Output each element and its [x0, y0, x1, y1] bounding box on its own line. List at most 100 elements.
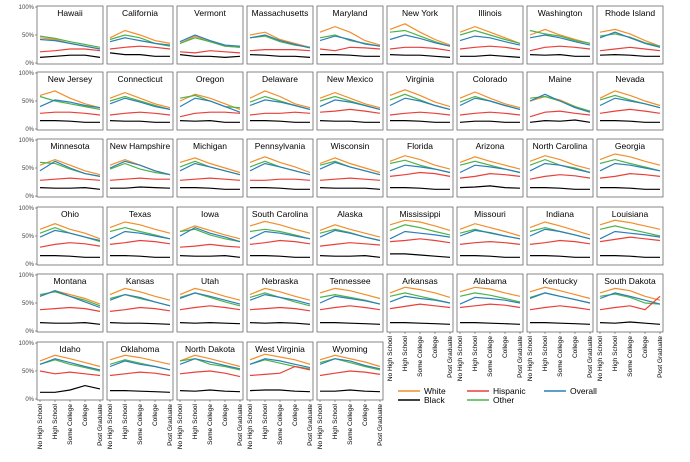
- series-line-hispanic: [249, 239, 311, 245]
- panel-title: Pennsylvania: [255, 141, 306, 151]
- series-line-overall: [599, 162, 661, 172]
- series-line-hispanic: [529, 174, 591, 180]
- series-line-other: [39, 359, 101, 372]
- series-line-black: [109, 322, 171, 325]
- series-line-overall: [459, 164, 521, 174]
- series-line-hispanic: [249, 306, 311, 312]
- series-line-hispanic: [179, 111, 241, 118]
- panel-title: New Hampshire: [110, 141, 171, 151]
- series-line-hispanic: [459, 111, 521, 116]
- panel-maryland: Maryland: [316, 5, 384, 65]
- panel-title: Wyoming: [332, 344, 368, 354]
- series-line-white: [39, 90, 101, 109]
- series-line-black: [460, 54, 521, 58]
- x-tick-label: Post Graduate: [517, 336, 524, 378]
- x-tick-label: No High School: [107, 403, 114, 449]
- x-tick-label: No High School: [317, 403, 324, 449]
- panel-south-dakota: South Dakota: [596, 273, 664, 333]
- panel-frame: [316, 206, 384, 266]
- y-tick-label: 0%: [25, 329, 34, 335]
- series-line-black: [459, 185, 521, 189]
- panel-title: Tennessee: [329, 276, 370, 286]
- series-line-hispanic: [179, 305, 241, 311]
- series-line-hispanic: [249, 49, 311, 52]
- series-line-white: [459, 91, 521, 109]
- series-line-overall: [249, 358, 311, 369]
- y-tick-label: 50%: [22, 369, 35, 375]
- series-line-black: [250, 120, 310, 123]
- x-tick-label: Some College: [417, 336, 424, 377]
- series-line-hispanic: [319, 242, 381, 247]
- x-tick-label: High School: [122, 403, 129, 439]
- series-line-hispanic: [179, 370, 241, 378]
- series-line-black: [249, 321, 311, 325]
- panel-missouri: Missouri: [456, 206, 524, 266]
- panel-title: Missouri: [474, 209, 506, 219]
- series-line-black: [460, 322, 521, 325]
- series-line-white: [529, 28, 591, 44]
- x-tick-label: Post Graduate: [377, 404, 384, 446]
- series-line-overall: [39, 99, 101, 109]
- panel-louisiana: Louisiana: [596, 206, 664, 266]
- series-line-hispanic: [599, 295, 661, 311]
- series-line-hispanic: [109, 306, 171, 312]
- series-line-overall: [249, 162, 311, 176]
- series-line-black: [320, 389, 381, 393]
- panel-title: Alabama: [473, 276, 507, 286]
- series-line-overall: [319, 161, 381, 176]
- series-line-black: [320, 54, 380, 57]
- series-line-white: [599, 219, 661, 230]
- x-tick-label: Some College: [67, 404, 74, 445]
- series-line-other: [179, 358, 241, 371]
- series-line-other: [599, 225, 661, 237]
- series-line-black: [40, 255, 100, 258]
- series-line-hispanic: [179, 177, 241, 181]
- series-line-overall: [459, 35, 521, 46]
- series-line-hispanic: [109, 177, 170, 181]
- series-line-hispanic: [529, 305, 591, 311]
- series-line-black: [110, 390, 171, 393]
- series-line-black: [39, 321, 101, 325]
- panel-title: Texas: [129, 209, 151, 219]
- series-line-white: [599, 153, 661, 166]
- series-line-overall: [529, 34, 591, 46]
- panel-title: Washington: [538, 8, 583, 18]
- panel-kentucky: Kentucky: [526, 273, 594, 333]
- x-tick-label: Post Graduate: [447, 336, 454, 378]
- panel-title: New Jersey: [48, 74, 93, 84]
- y-tick-label: 100%: [19, 341, 35, 347]
- panel-wyoming: Wyoming: [316, 341, 384, 401]
- y-tick-label: 50%: [22, 99, 35, 105]
- series-line-hispanic: [109, 45, 171, 50]
- series-line-black: [110, 186, 171, 189]
- series-line-white: [249, 287, 311, 301]
- panel-title: Nebraska: [262, 276, 299, 286]
- panel-title: Nevada: [615, 74, 645, 84]
- series-line-overall: [109, 230, 171, 240]
- series-line-overall: [109, 97, 171, 110]
- series-line-black: [179, 119, 240, 123]
- panel-kansas: Kansas: [106, 273, 174, 333]
- series-line-black: [599, 53, 660, 57]
- series-line-black: [529, 53, 590, 57]
- series-line-overall: [459, 97, 521, 110]
- series-line-black: [39, 54, 101, 58]
- series-line-white: [529, 221, 591, 236]
- series-line-other: [459, 29, 521, 44]
- x-tick-label: No High School: [597, 335, 604, 381]
- series-line-black: [530, 187, 590, 190]
- series-line-white: [39, 158, 101, 176]
- series-line-hispanic: [389, 238, 451, 244]
- panel-tennessee: Tennessee: [316, 273, 384, 333]
- panel-title: Georgia: [615, 141, 646, 151]
- series-line-hispanic: [179, 243, 241, 248]
- series-line-white: [529, 286, 591, 300]
- series-line-other: [39, 95, 101, 110]
- series-line-white: [389, 219, 451, 231]
- panel-georgia: Georgia: [596, 138, 664, 198]
- panel-wisconsin: Wisconsin: [316, 138, 384, 198]
- series-line-white: [459, 286, 521, 297]
- series-line-other: [389, 29, 451, 47]
- series-line-white: [599, 287, 661, 301]
- series-line-other: [459, 292, 521, 303]
